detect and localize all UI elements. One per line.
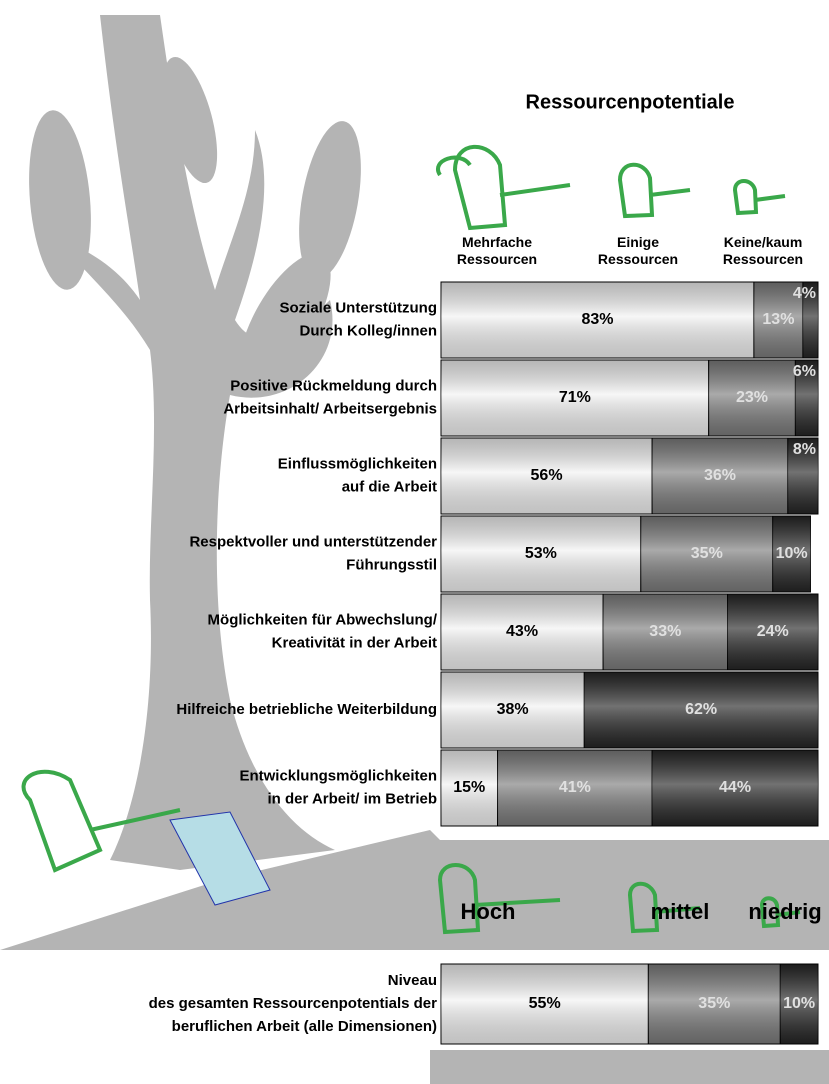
category-label: Kreativität in der Arbeit	[272, 634, 437, 651]
category-label: Entwicklungsmöglichkeiten	[239, 767, 437, 784]
value-label: 15%	[453, 779, 485, 796]
category-label: Arbeitsinhalt/ Arbeitsergebnis	[223, 400, 437, 417]
value-label: 24%	[757, 623, 789, 640]
category-label: auf die Arbeit	[342, 478, 437, 495]
legend-entry: Keine/kaum Ressourcen	[713, 234, 813, 268]
value-label: 56%	[531, 467, 563, 484]
value-label: 53%	[525, 545, 557, 562]
value-label: 4%	[793, 285, 816, 302]
legend-entry: mittel	[635, 903, 725, 920]
value-label: 23%	[736, 389, 768, 406]
page: Ressourcenpotentiale Soziale Unterstützu…	[0, 0, 829, 1084]
value-label: 38%	[497, 701, 529, 718]
value-label: 44%	[719, 779, 751, 796]
category-label: beruflichen Arbeit (alle Dimensionen)	[172, 1018, 437, 1035]
value-label: 10%	[776, 545, 808, 562]
value-label: 6%	[793, 363, 816, 380]
category-label: Respektvoller und unterstützender	[189, 533, 437, 550]
value-label: 41%	[559, 779, 591, 796]
value-label: 35%	[691, 545, 723, 562]
legend-entry: niedrig	[740, 903, 829, 920]
value-label: 36%	[704, 467, 736, 484]
category-label: Durch Kolleg/innen	[299, 322, 437, 339]
category-label: in der Arbeit/ im Betrieb	[268, 790, 437, 807]
value-label: 13%	[762, 311, 794, 328]
value-label: 43%	[506, 623, 538, 640]
category-label: Positive Rückmeldung durch	[230, 377, 437, 394]
category-label: Niveau	[388, 972, 437, 989]
category-label: Führungsstil	[346, 556, 437, 573]
category-label: Hilfreiche betriebliche Weiterbildung	[176, 701, 437, 718]
value-label: 8%	[793, 441, 816, 458]
legend-entry: Einige Ressourcen	[583, 234, 693, 268]
value-label: 35%	[698, 995, 730, 1012]
category-label: des gesamten Ressourcenpotentials der	[149, 995, 438, 1012]
value-label: 71%	[559, 389, 591, 406]
legend-entry: Hoch	[443, 903, 533, 920]
value-label: 10%	[783, 995, 815, 1012]
chart-title: Ressourcenpotentiale	[526, 91, 735, 113]
category-label: Einflussmöglichkeiten	[278, 455, 437, 472]
category-label: Soziale Unterstützung	[279, 299, 437, 316]
legend-entry: Mehrfache Ressourcen	[442, 234, 552, 268]
value-label: 33%	[649, 623, 681, 640]
value-label: 55%	[529, 995, 561, 1012]
value-label: 62%	[685, 701, 717, 718]
category-label: Möglichkeiten für Abwechslung/	[208, 611, 438, 628]
value-label: 83%	[581, 311, 613, 328]
